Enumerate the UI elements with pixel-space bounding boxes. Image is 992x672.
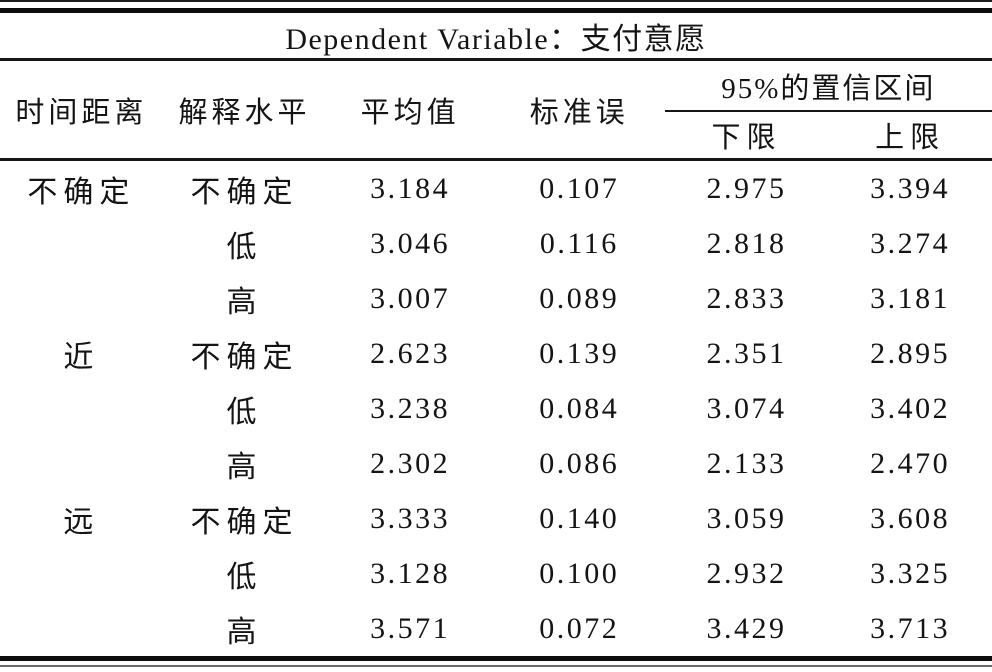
cell-ci-lower: 2.133 bbox=[706, 446, 787, 480]
table-row: 低 3.238 0.084 3.074 3.402 bbox=[0, 381, 992, 436]
cell-time-distance bbox=[0, 381, 163, 436]
cell-mean: 3.333 bbox=[370, 501, 451, 535]
cell-construal-level: 低 bbox=[226, 395, 263, 429]
cell-std-error: 0.139 bbox=[539, 336, 620, 370]
top-border-thick bbox=[0, 8, 992, 13]
cell-construal-level: 高 bbox=[226, 615, 263, 649]
table-row: 高 2.302 0.086 2.133 2.470 bbox=[0, 436, 992, 491]
cell-ci-lower: 2.975 bbox=[706, 171, 787, 205]
cell-std-error: 0.084 bbox=[539, 391, 620, 425]
table-body: 不确定 不确定 3.184 0.107 2.975 3.394 低 3.046 … bbox=[0, 160, 992, 657]
bottom-border-thin bbox=[0, 665, 992, 667]
cell-ci-upper: 2.470 bbox=[870, 446, 951, 480]
cell-time-distance bbox=[0, 601, 163, 656]
results-table: Dependent Variable：支付意愿 时间距离 解释水平 平均值 标准… bbox=[0, 13, 992, 656]
cell-ci-upper: 3.274 bbox=[870, 226, 951, 260]
cell-ci-upper: 3.713 bbox=[870, 611, 951, 645]
cell-time-distance bbox=[0, 546, 163, 601]
col-header-std-error: 标准误 bbox=[494, 59, 665, 161]
cell-ci-upper: 3.402 bbox=[870, 391, 951, 425]
cell-construal-level: 不确定 bbox=[190, 340, 299, 374]
table-header: Dependent Variable：支付意愿 时间距离 解释水平 平均值 标准… bbox=[0, 13, 992, 161]
cell-mean: 3.184 bbox=[370, 171, 451, 205]
table-row: 不确定 不确定 3.184 0.107 2.975 3.394 bbox=[0, 160, 992, 217]
header-row-1: 时间距离 解释水平 平均值 标准误 95%的置信区间 bbox=[0, 59, 992, 161]
cell-mean: 3.128 bbox=[370, 556, 451, 590]
cell-mean: 3.571 bbox=[370, 611, 451, 645]
table-row: 高 3.571 0.072 3.429 3.713 bbox=[0, 601, 992, 656]
cell-ci-lower: 2.818 bbox=[706, 226, 787, 260]
cell-time-distance: 不确定 bbox=[27, 175, 136, 209]
col-header-ci-lower: 下限 bbox=[664, 111, 829, 161]
cell-construal-level: 低 bbox=[226, 230, 263, 264]
cell-mean: 2.623 bbox=[370, 336, 451, 370]
cell-std-error: 0.140 bbox=[539, 501, 620, 535]
cell-ci-upper: 3.325 bbox=[870, 556, 951, 590]
cell-ci-lower: 3.074 bbox=[706, 391, 787, 425]
cell-ci-upper: 3.181 bbox=[870, 281, 951, 315]
cell-mean: 3.238 bbox=[370, 391, 451, 425]
table-row: 高 3.007 0.089 2.833 3.181 bbox=[0, 271, 992, 326]
cell-construal-level: 高 bbox=[226, 450, 263, 484]
cell-construal-level: 高 bbox=[226, 285, 263, 319]
col-header-confidence-interval: 95%的置信区间 bbox=[664, 59, 992, 112]
header-row-2: 下限 上限 bbox=[0, 111, 992, 161]
table-row: 低 3.046 0.116 2.818 3.274 bbox=[0, 216, 992, 271]
cell-time-distance: 远 bbox=[63, 505, 100, 539]
cell-time-distance bbox=[0, 216, 163, 271]
cell-mean: 2.302 bbox=[370, 446, 451, 480]
cell-time-distance: 近 bbox=[63, 340, 100, 374]
cell-std-error: 0.086 bbox=[539, 446, 620, 480]
title-row: Dependent Variable：支付意愿 bbox=[0, 13, 992, 61]
cell-mean: 3.007 bbox=[370, 281, 451, 315]
cell-std-error: 0.089 bbox=[539, 281, 620, 315]
cell-time-distance bbox=[0, 436, 163, 491]
table-row: 近 不确定 2.623 0.139 2.351 2.895 bbox=[0, 326, 992, 381]
cell-ci-lower: 3.429 bbox=[706, 611, 787, 645]
col-header-ci-upper: 上限 bbox=[828, 111, 992, 161]
cell-ci-lower: 3.059 bbox=[706, 501, 787, 535]
col-header-construal-level: 解释水平 bbox=[162, 59, 327, 161]
table-title: Dependent Variable：支付意愿 bbox=[0, 13, 992, 61]
top-border-thin bbox=[0, 0, 992, 2]
cell-std-error: 0.100 bbox=[539, 556, 620, 590]
cell-time-distance bbox=[0, 271, 163, 326]
cell-ci-upper: 3.394 bbox=[870, 171, 951, 205]
table-row: 低 3.128 0.100 2.932 3.325 bbox=[0, 546, 992, 601]
col-header-mean: 平均值 bbox=[326, 59, 494, 161]
col-header-time-distance: 时间距离 bbox=[0, 59, 163, 161]
cell-std-error: 0.116 bbox=[539, 226, 619, 260]
cell-ci-upper: 2.895 bbox=[870, 336, 951, 370]
cell-std-error: 0.107 bbox=[539, 171, 620, 205]
cell-std-error: 0.072 bbox=[539, 611, 620, 645]
cell-mean: 3.046 bbox=[370, 226, 451, 260]
cell-construal-level: 低 bbox=[226, 560, 263, 594]
cell-ci-lower: 2.351 bbox=[706, 336, 787, 370]
cell-construal-level: 不确定 bbox=[190, 175, 299, 209]
cell-ci-upper: 3.608 bbox=[870, 501, 951, 535]
table-row: 远 不确定 3.333 0.140 3.059 3.608 bbox=[0, 491, 992, 546]
bottom-border-thick bbox=[0, 656, 992, 661]
cell-construal-level: 不确定 bbox=[190, 505, 299, 539]
cell-ci-lower: 2.833 bbox=[706, 281, 787, 315]
cell-ci-lower: 2.932 bbox=[706, 556, 787, 590]
